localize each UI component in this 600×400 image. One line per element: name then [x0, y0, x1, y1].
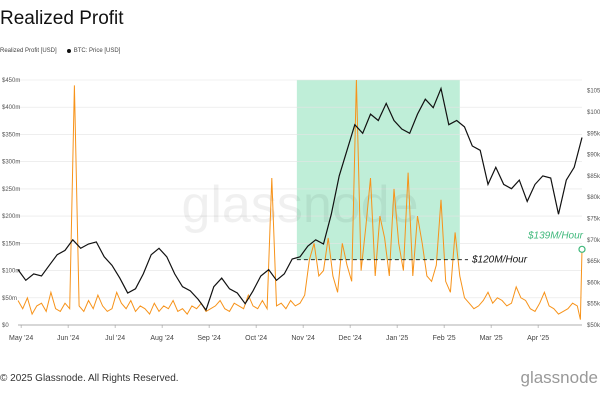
y-left-tick-label: $450m — [2, 78, 20, 84]
price-series-line — [17, 86, 583, 312]
x-tick-label: Nov '24 — [291, 335, 315, 342]
y-left-tick-label: $300m — [2, 160, 20, 166]
y-right-tick-label: $95k — [587, 131, 600, 137]
footer-brand: glassnode — [520, 368, 598, 387]
y-right-tick-label: $70k — [587, 238, 600, 244]
y-right-tick-label: $85k — [587, 174, 600, 180]
x-tick-label: Jul '24 — [105, 335, 125, 342]
x-tick-label: Aug '24 — [150, 335, 174, 342]
annotation-139m: $139M/Hour — [527, 230, 584, 241]
y-right-tick-label: $50k — [587, 323, 600, 329]
y-right-tick-label: $100k — [587, 110, 600, 116]
y-left-tick-label: $50m — [2, 296, 17, 302]
x-tick-label: Mar '25 — [480, 335, 503, 342]
y-left-tick-label: $400m — [2, 105, 20, 111]
y-right-tick-label: $80k — [587, 195, 600, 201]
y-left-tick-label: $200m — [2, 214, 20, 220]
y-axis-left: $0 $50m $100m $150m $200m $250m $300m $350m $400… — [2, 78, 20, 329]
copyright: © 2025 Glassnode. All Rights Reserved. — [0, 373, 179, 384]
y-right-tick-label: $105k — [587, 89, 600, 95]
legend-profit: Realized Profit [USD] — [0, 48, 57, 54]
y-left-tick-label: $100m — [2, 269, 20, 275]
chart-title: Realized Profit — [0, 8, 124, 29]
y-left-tick-label: $150m — [2, 241, 20, 247]
x-tick-label: Jan '25 — [386, 335, 408, 342]
x-tick-label: Jun '24 — [57, 335, 79, 342]
x-tick-label: Apr '25 — [527, 335, 549, 342]
y-left-tick-label: $0 — [2, 323, 9, 329]
chart-legend: Realized Profit [USD] BTC: Price [USD] — [0, 48, 120, 54]
x-tick-label: Sep '24 — [197, 335, 221, 342]
x-tick-label: May '24 — [9, 335, 33, 342]
y-right-tick-label: $65k — [587, 259, 600, 265]
watermark: glassnode — [181, 176, 418, 234]
y-left-tick-label: $350m — [2, 132, 20, 138]
y-right-tick-label: $60k — [587, 280, 600, 286]
grid-lines — [18, 79, 582, 326]
x-tick-label: Oct '24 — [245, 335, 267, 342]
x-axis: May '24 Jun '24 Jul '24 Aug '24 Sep '24 Oct '… — [9, 324, 582, 342]
x-tick-label: Dec '24 — [338, 335, 362, 342]
legend-price: BTC: Price [USD] — [73, 48, 121, 54]
x-tick-label: Feb '25 — [433, 335, 456, 342]
annotation-120m: $120M/Hour — [471, 255, 528, 266]
y-right-tick-label: $75k — [587, 216, 600, 222]
legend-price-dot — [66, 49, 71, 53]
chart-area: glassnode $0 $50m $100m $150m $200m $250m $300… — [2, 78, 600, 342]
y-axis-right: $50k $55k $60k $65k $70k $75k $80k $85k $90k $95k… — [587, 89, 600, 329]
y-right-tick-label: $90k — [587, 153, 600, 159]
y-right-tick-label: $55k — [587, 302, 600, 308]
y-left-tick-label: $250m — [2, 187, 20, 193]
profit-series-line — [17, 79, 583, 320]
latest-value-marker — [578, 245, 586, 253]
